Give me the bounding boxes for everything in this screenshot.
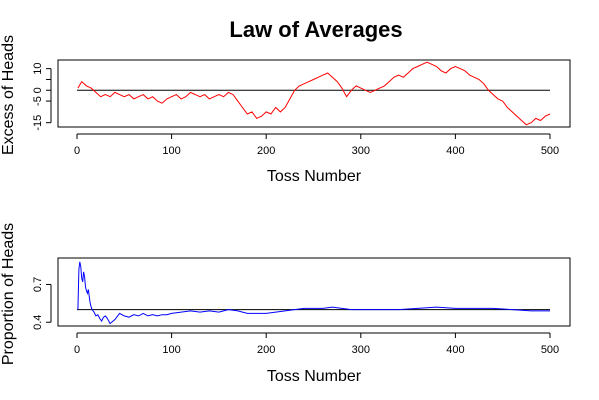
- y-tick-label: 0.4: [32, 315, 44, 330]
- y-tick-label: 0.7: [32, 277, 44, 292]
- x-axis-title: Toss Number: [267, 368, 362, 385]
- x-tick-label: 200: [257, 344, 275, 356]
- series-line: [77, 261, 550, 325]
- proportion-of-heads-plot: Toss Number Proportion of Heads 0 100 200 3…: [0, 223, 571, 385]
- x-tick-label: 300: [352, 344, 370, 356]
- series-line: [77, 61, 551, 126]
- x-axis-title: Toss Number: [267, 168, 362, 185]
- x-tick-label: 500: [541, 145, 559, 157]
- y-tick-label: 10: [32, 63, 44, 75]
- x-tick-label: 400: [446, 145, 464, 157]
- x-tick-label: 300: [352, 145, 370, 157]
- plot-frame: [57, 59, 571, 128]
- y-tick-label: 0: [32, 87, 44, 93]
- y-axis-title: Excess of Heads: [0, 35, 17, 155]
- x-tick-label: 200: [257, 145, 275, 157]
- x-tick-label: 0: [74, 344, 80, 356]
- x-tick-label: 400: [446, 344, 464, 356]
- x-tick-label: 100: [162, 145, 180, 157]
- y-axis-title: Proportion of Heads: [0, 223, 17, 365]
- y-tick-label: -5: [32, 96, 44, 106]
- plot-frame: [57, 257, 571, 327]
- y-tick-label: -15: [32, 115, 44, 131]
- x-tick-label: 0: [74, 145, 80, 157]
- figure-title: Law of Averages: [229, 17, 402, 42]
- excess-of-heads-plot: Toss Number Excess of Heads 0 100 200 300 40…: [0, 35, 571, 185]
- x-tick-label: 500: [541, 344, 559, 356]
- x-tick-label: 100: [162, 344, 180, 356]
